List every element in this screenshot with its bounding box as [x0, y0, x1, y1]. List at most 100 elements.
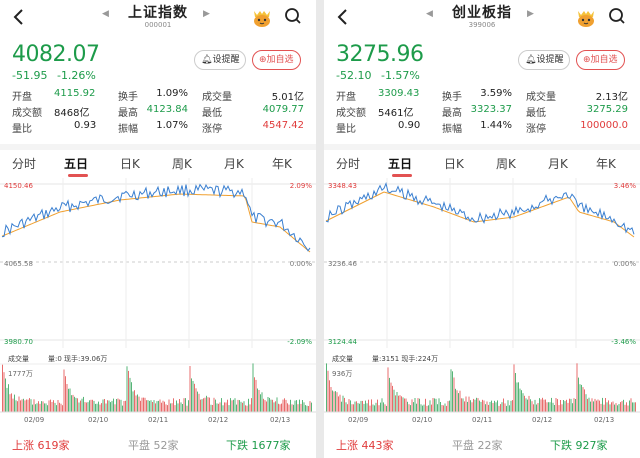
stat-value: 2.13亿	[595, 92, 628, 103]
volume-bar	[287, 403, 288, 412]
price-chart[interactable]: 4150.46 4065.58 3980.70 2.09% 0.00% -2.09%	[0, 178, 316, 348]
volume-bar	[102, 399, 104, 412]
volume-bar	[497, 400, 498, 412]
search-icon[interactable]	[607, 6, 627, 26]
volume-bar	[36, 403, 38, 412]
volume-bar	[587, 398, 588, 412]
volume-bar	[35, 404, 36, 412]
tab-daily-k[interactable]: 日K	[444, 157, 464, 171]
prev-index-icon[interactable]: ◀	[426, 9, 433, 19]
stat-label: 换手	[442, 92, 462, 103]
divider	[0, 144, 316, 150]
volume-bar	[299, 399, 300, 412]
tab-yearly-k[interactable]: 年K	[272, 157, 292, 171]
date-label: 02/11	[472, 416, 492, 424]
volume-bar	[530, 399, 531, 412]
volume-bar	[267, 397, 269, 412]
volume-bar	[422, 405, 423, 412]
price-chart[interactable]: 3348.43 3236.46 3124.44 3.46% 0.00% -3.46%	[324, 178, 640, 348]
volume-bar	[146, 400, 147, 412]
mascot-icon[interactable]	[251, 6, 273, 28]
volume-bar	[504, 403, 506, 412]
next-index-icon[interactable]: ▶	[527, 9, 534, 19]
volume-bar	[95, 403, 96, 412]
volume-max-label: 936万	[332, 370, 352, 378]
volume-bar	[297, 404, 299, 412]
volume-bar	[282, 399, 284, 412]
tab-five-day[interactable]: 五日	[388, 157, 413, 171]
volume-bar	[195, 388, 197, 412]
volume-bar	[555, 398, 557, 412]
volume-bar	[191, 378, 192, 412]
volume-bar	[59, 402, 60, 412]
volume-bar	[561, 404, 563, 412]
set-alert-button[interactable]: 🔔︎设提醒	[518, 50, 571, 70]
volume-bar	[425, 398, 426, 412]
volume-bar	[5, 378, 6, 412]
prev-index-icon[interactable]: ◀	[102, 9, 109, 19]
tab-five-day[interactable]: 五日	[64, 157, 89, 171]
volume-bar	[621, 401, 623, 412]
volume-bar	[101, 403, 102, 412]
volume-bar	[582, 387, 584, 412]
volume-bar	[140, 400, 141, 412]
back-arrow-icon[interactable]	[8, 5, 30, 29]
volume-bar	[62, 405, 63, 412]
stat-value: 4123.84	[146, 104, 188, 115]
volume-bar	[560, 400, 561, 412]
stats-row: 开盘 4115.92 换手 1.09% 成交量 5.01亿	[12, 88, 308, 104]
volume-bar	[182, 404, 183, 412]
volume-bar	[18, 396, 20, 412]
next-index-icon[interactable]: ▶	[203, 9, 210, 19]
volume-bar	[119, 399, 120, 412]
add-watchlist-button[interactable]: ⊕加自选	[252, 50, 301, 70]
flat-value: 52家	[153, 439, 179, 452]
volume-bar	[419, 398, 420, 412]
tab-monthly-k[interactable]: 月K	[548, 157, 568, 171]
volume-bar	[452, 371, 453, 412]
set-alert-button[interactable]: 🔔︎设提醒	[194, 50, 247, 70]
volume-bar	[572, 403, 573, 412]
volume-bar	[219, 402, 221, 412]
volume-bar	[66, 384, 68, 412]
volume-bar	[20, 400, 21, 412]
volume-bar	[164, 401, 165, 412]
tab-intraday[interactable]: 分时	[336, 157, 361, 171]
stat-label: 最低	[526, 108, 546, 119]
volume-bar	[90, 399, 92, 412]
tab-weekly-k[interactable]: 周K	[496, 157, 516, 171]
volume-bar	[407, 401, 408, 412]
tab-intraday[interactable]: 分时	[12, 157, 37, 171]
y-axis-bottom-label: 3980.70	[4, 338, 33, 346]
volume-bar	[488, 404, 489, 412]
volume-bar	[359, 403, 360, 412]
mascot-icon[interactable]	[575, 6, 597, 28]
volume-bar	[566, 399, 567, 412]
add-watchlist-button[interactable]: ⊕加自选	[576, 50, 625, 70]
volume-bar	[248, 398, 249, 412]
volume-bar	[486, 401, 488, 412]
volume-chart[interactable]: 成交量 量:3151 现手:224万 936万 02/09 02/10 02/11 02/1…	[324, 350, 640, 434]
tab-weekly-k[interactable]: 周K	[172, 157, 192, 171]
volume-bar	[609, 404, 611, 412]
date-label: 02/13	[270, 416, 290, 424]
tab-daily-k[interactable]: 日K	[120, 157, 140, 171]
tab-yearly-k[interactable]: 年K	[596, 157, 616, 171]
volume-bar	[401, 396, 402, 412]
pct-axis-bottom-label: -2.09%	[287, 338, 312, 346]
volume-bar	[176, 400, 177, 412]
volume-bar	[263, 398, 264, 412]
volume-bar	[215, 399, 216, 412]
volume-bar	[360, 400, 362, 412]
pct-axis-mid-label: 0.00%	[290, 260, 313, 268]
volume-bar	[290, 399, 291, 412]
back-arrow-icon[interactable]	[332, 5, 354, 29]
tab-monthly-k[interactable]: 月K	[224, 157, 244, 171]
search-icon[interactable]	[283, 6, 303, 26]
volume-bar	[420, 404, 422, 412]
volume-info: 量:0 现手:39.06万	[48, 354, 107, 363]
volume-bar	[528, 395, 530, 412]
volume-chart[interactable]: 成交量 量:0 现手:39.06万 1777万 02/09 02/10 02/11 02/1…	[0, 350, 316, 434]
volume-bar	[522, 393, 524, 412]
volume-bar	[503, 398, 504, 412]
